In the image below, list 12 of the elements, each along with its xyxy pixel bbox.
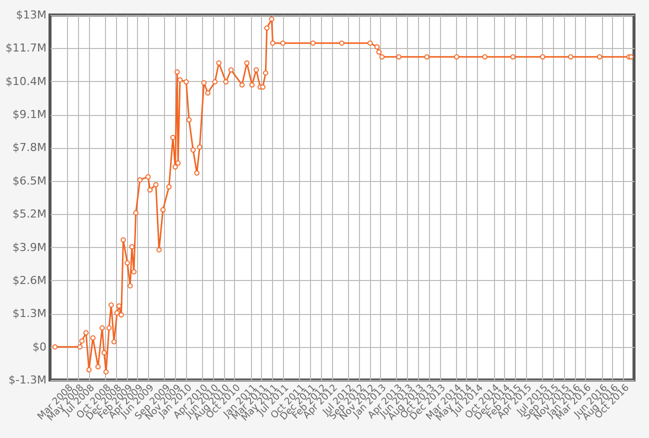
y-tick-label: $13M	[16, 8, 46, 22]
y-tick-label: $-1.3M	[8, 374, 46, 386]
y-tick-label: $7.8M	[12, 141, 46, 154]
y-tick-label: $9.1M	[12, 108, 46, 122]
y-tick-label: $1.3M	[12, 307, 46, 320]
y-tick-label: $3.9M	[12, 240, 46, 254]
y-tick-label: $5.2M	[12, 208, 46, 221]
y-tick-label: $0	[32, 340, 46, 354]
y-tick-label: $11.7M	[6, 42, 46, 55]
y-tick-label: $10.4M	[6, 74, 46, 88]
y-tick-label: $6.5M	[12, 174, 46, 188]
y-tick-label: $2.6M	[12, 274, 46, 287]
